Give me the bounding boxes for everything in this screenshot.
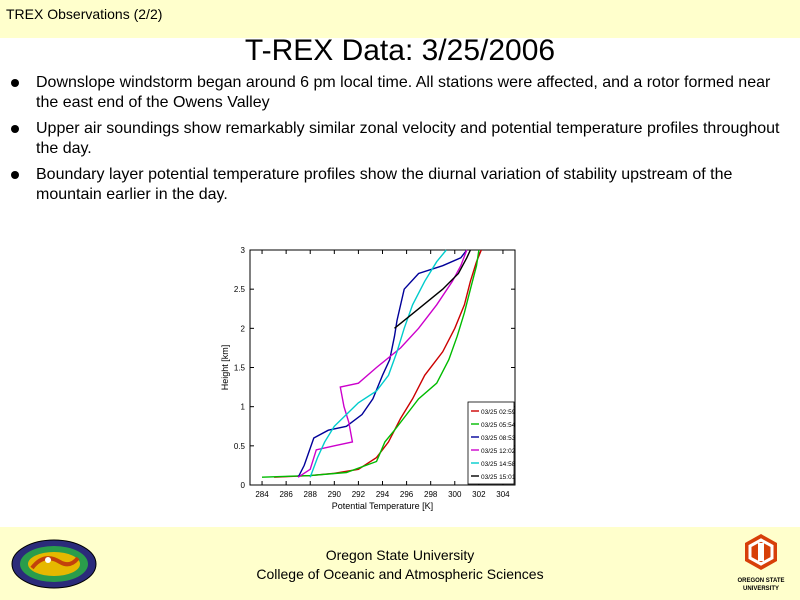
bullet-item: Boundary layer potential temperature pro… <box>8 165 788 205</box>
footer-university: Oregon State University <box>325 547 475 563</box>
legend-label: 03/25 14:58 <box>481 461 516 468</box>
bullet-item: Downslope windstorm began around 6 pm lo… <box>8 73 788 113</box>
bullet-text: Downslope windstorm began around 6 pm lo… <box>36 74 771 111</box>
x-tick-label: 290 <box>328 490 342 499</box>
x-tick-label: 304 <box>496 490 510 499</box>
legend-label: 03/25 15:01 <box>481 474 516 481</box>
bullet-text: Boundary layer potential temperature pro… <box>36 166 733 203</box>
legend-label: 03/25 08:53 <box>481 435 516 442</box>
bullet-dot-icon <box>11 79 19 87</box>
y-axis-label: Height [km] <box>220 345 230 391</box>
footer-band: Oregon State University College of Ocean… <box>0 527 800 600</box>
legend-label: 03/25 12:02 <box>481 448 516 455</box>
slide-tab-title: TREX Observations (2/2) <box>6 6 163 22</box>
legend-box <box>467 401 515 485</box>
bullet-list: Downslope windstorm began around 6 pm lo… <box>8 73 788 211</box>
osu-logo-text-2: UNIVERSITY <box>743 586 779 592</box>
x-tick-label: 292 <box>352 490 366 499</box>
legend-label: 03/25 05:54 <box>481 422 516 429</box>
osu-logo-text-1: OREGON STATE <box>737 578 784 584</box>
series-line <box>274 249 482 478</box>
header-band: TREX Observations (2/2) <box>0 0 800 38</box>
bullet-dot-icon <box>11 125 19 133</box>
series-line <box>261 249 480 478</box>
footer-college: College of Oceanic and Atmospheric Scien… <box>256 566 544 582</box>
x-tick-label: 298 <box>424 490 438 499</box>
series-line <box>297 249 468 478</box>
x-tick-label: 294 <box>376 490 390 499</box>
series-line <box>309 249 447 478</box>
series-line <box>394 249 472 329</box>
legend-label: 03/25 02:59 <box>481 409 516 416</box>
x-tick-label: 302 <box>472 490 486 499</box>
y-tick-label: 2 <box>241 324 246 333</box>
y-tick-label: 1.5 <box>234 364 246 373</box>
y-tick-label: 0 <box>241 481 246 490</box>
osu-logo-icon: OREGON STATE UNIVERSITY <box>737 534 785 592</box>
slide-title: T-REX Data: 3/25/2006 <box>244 34 556 67</box>
y-tick-label: 2.5 <box>234 285 246 294</box>
bullet-text: Upper air soundings show remarkably simi… <box>36 120 780 157</box>
x-tick-label: 286 <box>279 490 293 499</box>
y-tick-label: 3 <box>241 246 246 255</box>
series-line <box>297 249 468 478</box>
chart-svg: 284 286 288 290 292 294 296 298 300 302 304 0 0.5 1 1.… <box>220 246 516 511</box>
bullet-item: Upper air soundings show remarkably simi… <box>8 119 788 159</box>
x-tick-label: 284 <box>255 490 269 499</box>
sounding-chart: 284 286 288 290 292 294 296 298 300 302 304 0 0.5 1 1.… <box>210 240 540 515</box>
y-tick-label: 0.5 <box>234 442 246 451</box>
bullet-dot-icon <box>11 171 19 179</box>
x-tick-label: 288 <box>304 490 318 499</box>
x-tick-label: 296 <box>400 490 414 499</box>
x-axis-label: Potential Temperature [K] <box>332 501 433 511</box>
x-tick-label: 300 <box>448 490 462 499</box>
coas-logo-icon <box>11 539 97 589</box>
y-tick-label: 1 <box>241 403 246 412</box>
